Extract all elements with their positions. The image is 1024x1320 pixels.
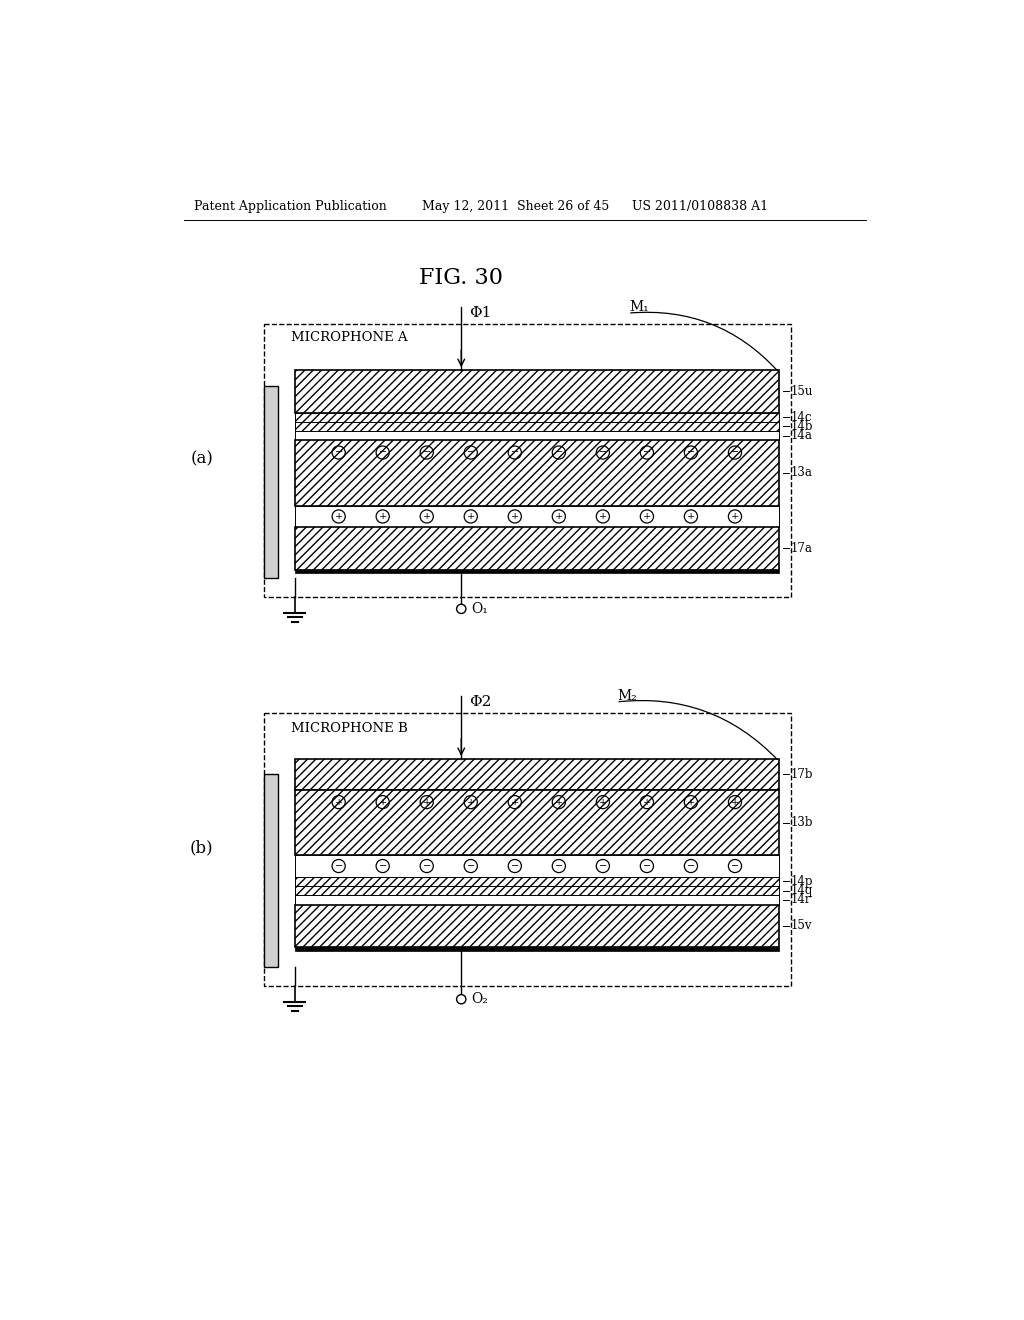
Text: −: − <box>467 862 475 870</box>
Text: +: + <box>555 797 563 807</box>
Bar <box>295 441 779 506</box>
Text: −: − <box>643 862 651 870</box>
Text: +: + <box>467 797 475 807</box>
Text: Patent Application Publication: Patent Application Publication <box>194 199 387 213</box>
Text: −: − <box>467 447 475 457</box>
Circle shape <box>457 605 466 614</box>
Circle shape <box>457 995 466 1003</box>
Text: 14q: 14q <box>791 884 813 898</box>
Text: −: − <box>731 862 739 870</box>
Text: +: + <box>599 797 607 807</box>
Text: +: + <box>731 797 739 807</box>
Text: −: − <box>599 447 607 457</box>
Text: −: − <box>423 447 431 457</box>
Text: (b): (b) <box>189 840 213 857</box>
Text: −: − <box>687 862 695 870</box>
Text: 15u: 15u <box>791 385 813 397</box>
Text: +: + <box>511 797 519 807</box>
Text: −: − <box>555 447 563 457</box>
Text: Φ2: Φ2 <box>469 696 492 709</box>
Text: US 2011/0108838 A1: US 2011/0108838 A1 <box>632 199 768 213</box>
Bar <box>295 412 779 422</box>
Text: M₂: M₂ <box>617 689 638 702</box>
Text: +: + <box>555 512 563 521</box>
Bar <box>295 422 779 430</box>
Bar <box>295 895 779 904</box>
Text: +: + <box>423 797 431 807</box>
Text: +: + <box>335 797 343 807</box>
Text: 13a: 13a <box>791 466 812 479</box>
Text: −: − <box>335 862 343 870</box>
Bar <box>295 506 779 527</box>
Bar <box>263 385 278 578</box>
Text: +: + <box>423 512 431 521</box>
Text: −: − <box>423 862 431 870</box>
Text: −: − <box>511 862 519 870</box>
Text: +: + <box>687 797 695 807</box>
Text: +: + <box>511 512 519 521</box>
Text: 17a: 17a <box>791 543 812 554</box>
Text: 14r: 14r <box>791 894 811 907</box>
Bar <box>295 759 779 789</box>
Text: +: + <box>599 512 607 521</box>
Text: +: + <box>379 512 387 521</box>
Text: +: + <box>731 512 739 521</box>
Text: (a): (a) <box>190 450 213 467</box>
Text: May 12, 2011  Sheet 26 of 45: May 12, 2011 Sheet 26 of 45 <box>423 199 609 213</box>
Text: +: + <box>379 797 387 807</box>
Text: +: + <box>687 512 695 521</box>
Text: +: + <box>335 512 343 521</box>
Text: 17b: 17b <box>791 768 813 781</box>
Bar <box>295 946 779 950</box>
Bar <box>263 713 791 986</box>
Text: 14p: 14p <box>791 875 813 888</box>
Bar <box>295 370 779 413</box>
Text: −: − <box>511 447 519 457</box>
Bar <box>295 430 779 441</box>
Text: M₁: M₁ <box>630 300 649 314</box>
Bar <box>295 886 779 895</box>
Text: +: + <box>643 797 651 807</box>
Text: O₁: O₁ <box>471 602 488 616</box>
Text: Φ1: Φ1 <box>469 306 492 321</box>
Text: MICROPHONE A: MICROPHONE A <box>291 331 408 345</box>
Text: 14c: 14c <box>791 411 812 424</box>
Text: 15v: 15v <box>791 919 812 932</box>
Text: −: − <box>379 862 387 870</box>
Text: 14a: 14a <box>791 429 812 442</box>
Text: −: − <box>335 447 343 457</box>
Text: −: − <box>379 447 387 457</box>
Text: 13b: 13b <box>791 816 813 829</box>
Text: O₂: O₂ <box>471 993 488 1006</box>
Text: +: + <box>467 512 475 521</box>
Bar <box>295 904 779 946</box>
Text: 14b: 14b <box>791 420 813 433</box>
Text: +: + <box>643 512 651 521</box>
Bar <box>295 855 779 876</box>
Text: −: − <box>555 862 563 870</box>
Bar <box>295 789 779 855</box>
Bar <box>295 570 779 573</box>
Text: −: − <box>687 447 695 457</box>
Bar <box>295 527 779 570</box>
Text: MICROPHONE B: MICROPHONE B <box>291 722 408 735</box>
Text: −: − <box>599 862 607 870</box>
Bar <box>295 876 779 886</box>
Bar <box>263 323 791 597</box>
Text: FIG. 30: FIG. 30 <box>419 267 503 289</box>
Text: −: − <box>731 447 739 457</box>
Bar <box>263 775 278 966</box>
Text: −: − <box>643 447 651 457</box>
